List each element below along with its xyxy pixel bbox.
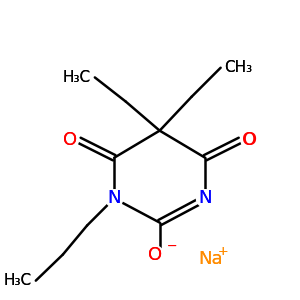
Text: N: N — [107, 189, 121, 207]
Circle shape — [61, 132, 78, 149]
Text: O: O — [148, 245, 162, 263]
Text: Na: Na — [198, 250, 223, 268]
Circle shape — [241, 132, 258, 149]
Text: H₃C: H₃C — [63, 70, 91, 85]
Text: O: O — [243, 131, 257, 149]
Text: H₃C: H₃C — [4, 273, 32, 288]
Circle shape — [106, 190, 123, 207]
Text: −: − — [167, 240, 177, 253]
Text: CH₃: CH₃ — [224, 60, 253, 75]
Text: H₃C: H₃C — [63, 70, 91, 85]
Text: O: O — [63, 131, 77, 149]
Text: +: + — [218, 245, 228, 258]
Text: +: + — [218, 245, 228, 258]
Circle shape — [196, 190, 214, 207]
Text: N: N — [198, 189, 212, 207]
Text: −: − — [167, 240, 177, 253]
Text: N: N — [107, 189, 121, 207]
Circle shape — [146, 246, 164, 263]
Text: O: O — [148, 245, 162, 263]
Text: N: N — [198, 189, 212, 207]
Text: Na: Na — [198, 250, 223, 268]
Text: CH₃: CH₃ — [224, 60, 253, 75]
Text: O: O — [242, 131, 256, 149]
Text: O: O — [63, 131, 77, 149]
Text: H₃C: H₃C — [4, 273, 32, 288]
